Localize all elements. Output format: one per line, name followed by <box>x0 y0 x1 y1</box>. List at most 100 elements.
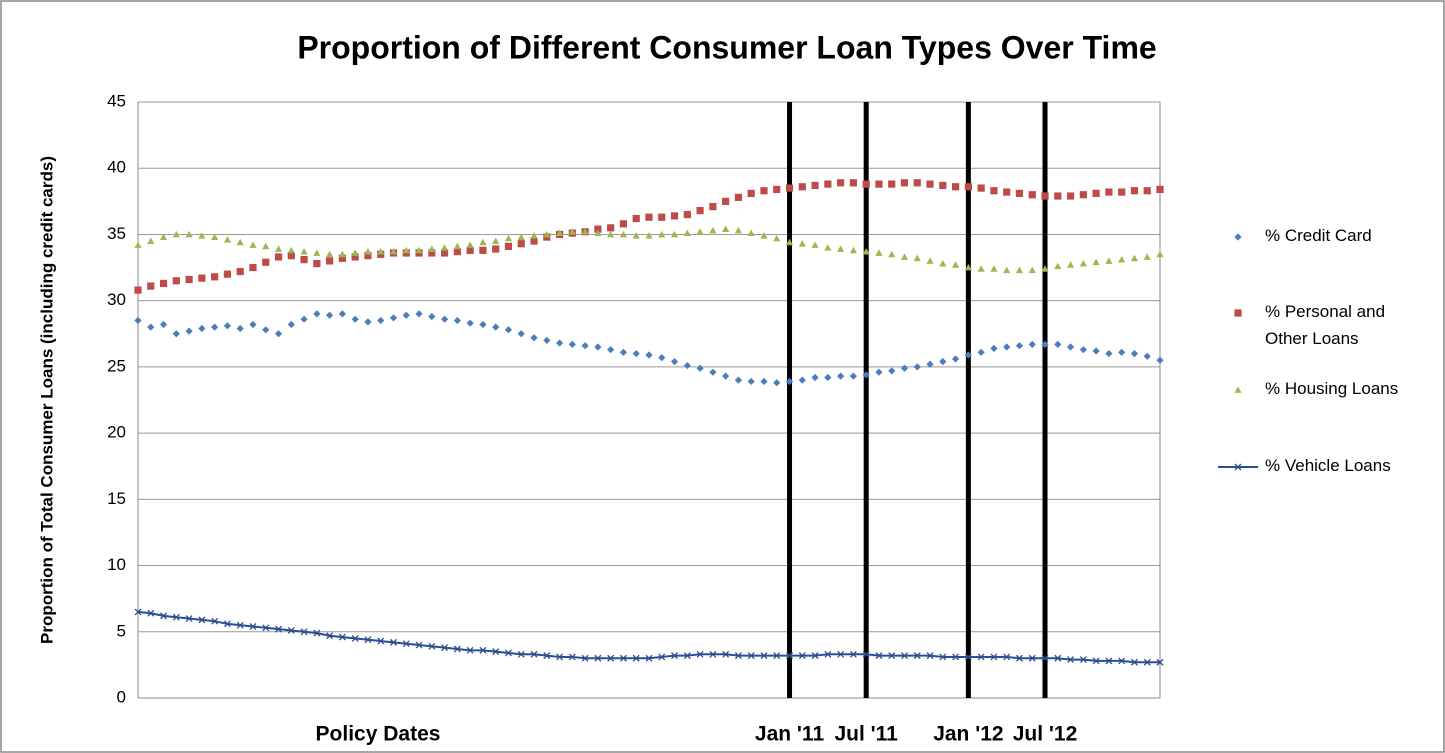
point <box>351 253 359 261</box>
y-tick-label: 0 <box>117 687 126 706</box>
point <box>1234 233 1242 241</box>
point <box>517 650 525 658</box>
point <box>785 184 794 192</box>
point <box>466 319 474 327</box>
point <box>734 193 743 201</box>
point <box>338 254 346 262</box>
point <box>1118 256 1126 263</box>
legend-label: % Vehicle Loans <box>1265 456 1391 475</box>
point <box>581 228 589 235</box>
point <box>683 652 691 660</box>
point <box>492 323 500 331</box>
point <box>236 324 244 333</box>
point <box>786 652 793 660</box>
point <box>1028 191 1036 199</box>
point <box>1041 654 1049 662</box>
point <box>172 230 180 238</box>
point <box>172 277 180 285</box>
y-axis-label: Proportion of Total Consumer Loans (incl… <box>37 156 56 644</box>
point <box>1003 653 1011 661</box>
point <box>1156 250 1164 258</box>
point <box>1015 266 1024 274</box>
point <box>211 233 219 240</box>
point <box>888 367 896 375</box>
point <box>1079 656 1087 664</box>
point <box>1143 352 1151 360</box>
point <box>147 237 155 244</box>
point <box>223 322 232 330</box>
point <box>849 372 857 380</box>
series <box>134 310 1164 387</box>
point <box>466 646 474 654</box>
point <box>568 228 576 235</box>
point <box>862 180 870 188</box>
point <box>415 310 423 318</box>
point <box>492 648 500 656</box>
point <box>607 224 615 232</box>
point <box>1041 192 1049 200</box>
point <box>466 241 474 248</box>
point <box>313 310 321 318</box>
point <box>1118 657 1126 665</box>
point <box>543 652 551 660</box>
point <box>249 623 257 630</box>
point <box>862 371 870 379</box>
point <box>901 652 908 660</box>
point <box>939 181 947 190</box>
point <box>760 187 768 195</box>
point <box>977 348 985 356</box>
point <box>785 377 794 386</box>
point <box>964 183 972 191</box>
point <box>773 652 781 660</box>
point <box>287 246 295 254</box>
point <box>262 242 270 250</box>
point <box>326 311 334 319</box>
point <box>492 237 500 244</box>
point <box>211 273 219 281</box>
point <box>198 616 206 624</box>
point <box>1054 654 1062 662</box>
point <box>1092 347 1100 355</box>
point <box>990 344 998 352</box>
point <box>619 220 628 228</box>
point <box>798 376 806 384</box>
point <box>1028 266 1036 274</box>
point <box>530 334 538 342</box>
point <box>160 612 168 620</box>
point <box>428 312 436 321</box>
point <box>594 343 602 351</box>
point <box>1066 343 1075 351</box>
point <box>977 184 985 192</box>
point <box>619 230 628 238</box>
point <box>236 621 244 629</box>
point <box>645 232 653 239</box>
point <box>275 625 282 633</box>
point <box>466 246 474 254</box>
point <box>1041 265 1049 272</box>
point <box>262 258 270 266</box>
point <box>517 233 525 240</box>
point <box>913 179 921 187</box>
point <box>479 238 487 246</box>
point <box>441 244 449 251</box>
point <box>1054 340 1062 348</box>
point <box>402 311 410 319</box>
point <box>900 179 909 187</box>
point <box>773 379 781 387</box>
point <box>964 653 972 661</box>
point <box>760 652 768 660</box>
point <box>1015 342 1024 350</box>
point <box>338 310 346 318</box>
point <box>377 248 385 255</box>
point <box>722 225 730 233</box>
point <box>211 617 219 625</box>
point <box>351 634 359 642</box>
x-axis-label: Policy Dates <box>316 723 441 746</box>
point <box>875 368 883 376</box>
point <box>198 324 206 333</box>
point <box>964 351 972 359</box>
point <box>875 652 883 660</box>
point <box>223 236 232 243</box>
point <box>722 197 730 205</box>
point <box>1092 189 1100 197</box>
